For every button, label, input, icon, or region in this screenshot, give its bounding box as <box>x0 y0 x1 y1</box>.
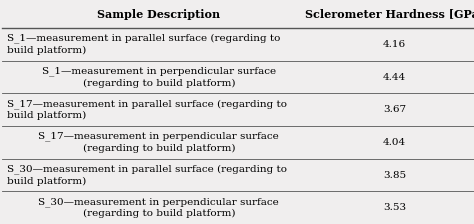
Text: S_30—measurement in parallel surface (regarding to
build platform): S_30—measurement in parallel surface (re… <box>7 164 287 186</box>
Text: 3.53: 3.53 <box>383 203 406 212</box>
Text: Sclerometer Hardness [GPa]: Sclerometer Hardness [GPa] <box>305 9 474 19</box>
Text: 3.67: 3.67 <box>383 105 406 114</box>
Text: 4.04: 4.04 <box>383 138 406 147</box>
Text: 4.16: 4.16 <box>383 40 406 49</box>
Text: S_1—measurement in perpendicular surface
(regarding to build platform): S_1—measurement in perpendicular surface… <box>42 66 276 88</box>
Text: S_17—measurement in perpendicular surface
(regarding to build platform): S_17—measurement in perpendicular surfac… <box>38 132 279 153</box>
Text: 4.44: 4.44 <box>383 73 406 82</box>
Text: Sample Description: Sample Description <box>97 9 220 19</box>
Text: S_17—measurement in parallel surface (regarding to
build platform): S_17—measurement in parallel surface (re… <box>7 99 287 120</box>
Text: S_1—measurement in parallel surface (regarding to
build platform): S_1—measurement in parallel surface (reg… <box>7 34 281 55</box>
Text: 3.85: 3.85 <box>383 170 406 179</box>
Text: S_30—measurement in perpendicular surface
(regarding to build platform): S_30—measurement in perpendicular surfac… <box>38 197 279 218</box>
